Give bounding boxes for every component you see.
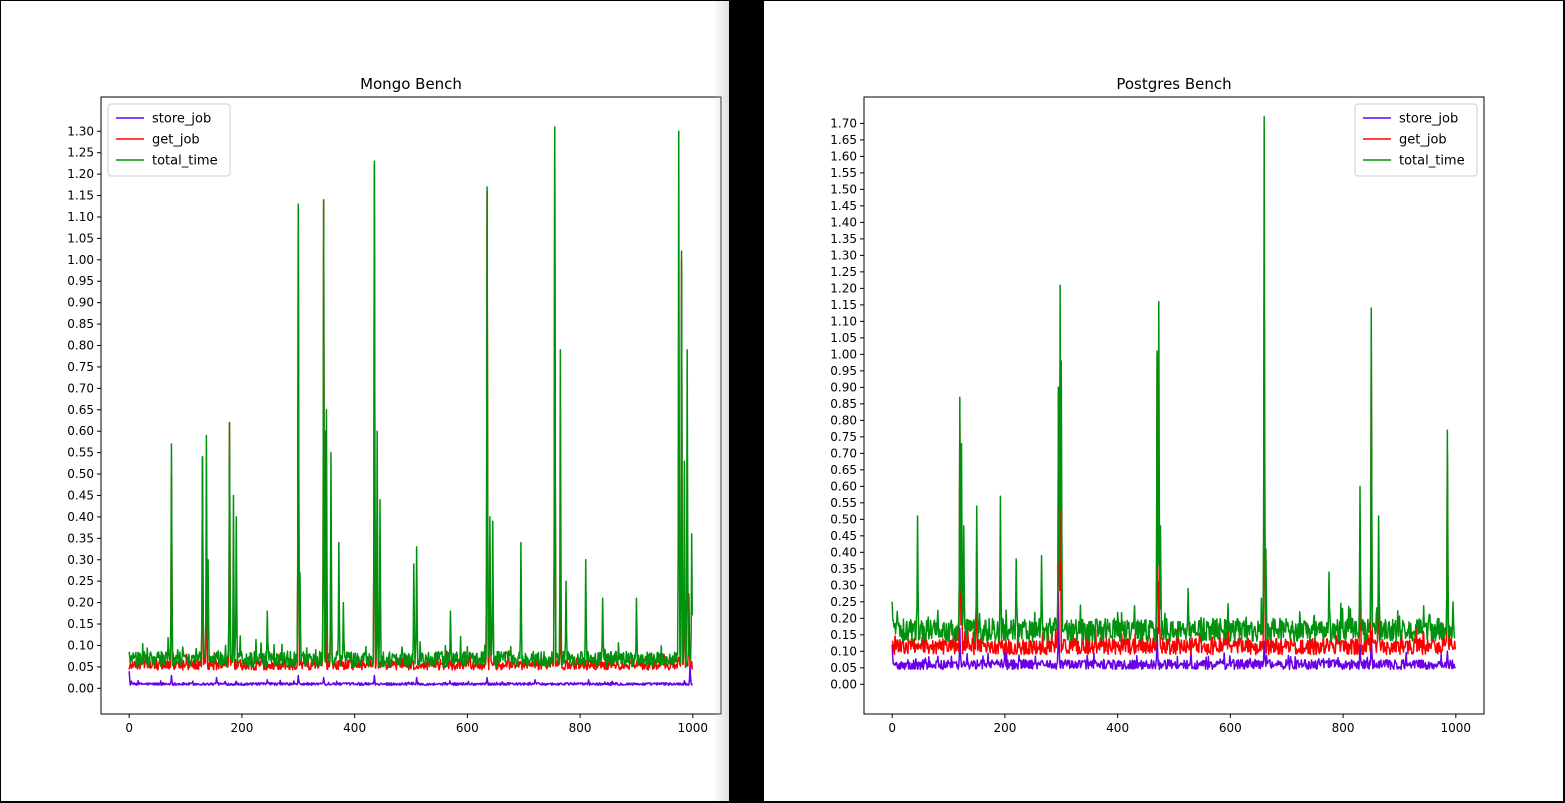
y-tick-label: 0.20 [67, 596, 94, 610]
series-line-get-job [128, 139, 693, 671]
y-tick-label: 1.55 [830, 166, 857, 180]
y-tick-label: 1.00 [67, 253, 94, 267]
plot-frame [100, 96, 722, 715]
legend: store_job get_job total_time [107, 103, 231, 177]
y-tick-label: 1.10 [67, 210, 94, 224]
series-line-total-time [891, 116, 1456, 643]
legend: store_job get_job total_time [1354, 103, 1478, 177]
y-tick-label: 0.00 [67, 681, 94, 695]
y-tick-label: 0.25 [830, 595, 857, 609]
y-tick-label: 1.10 [830, 314, 857, 328]
y-tick-label: 0.60 [830, 479, 857, 493]
y-tick-label: 0.65 [830, 463, 857, 477]
y-tick-label: 0.75 [67, 360, 94, 374]
legend-label: total_time [1399, 154, 1465, 169]
y-tick-label: 1.40 [830, 215, 857, 229]
legend-label: total_time [152, 154, 218, 169]
y-tick-label: 0.45 [830, 529, 857, 543]
x-tick-label: 200 [993, 721, 1016, 735]
y-tick-label: 1.05 [830, 331, 857, 345]
series-line-store-job [891, 591, 1456, 671]
y-tick-label: 1.60 [830, 149, 857, 163]
y-tick-label: 0.05 [830, 661, 857, 675]
y-tick-label: 1.50 [830, 182, 857, 196]
y-tick-label: 0.55 [830, 496, 857, 510]
x-tick-label: 400 [1106, 721, 1129, 735]
y-tick-label: 0.50 [830, 512, 857, 526]
legend-label: get_job [1399, 133, 1447, 148]
y-tick-label: 0.45 [67, 488, 94, 502]
x-tick-label: 800 [569, 721, 592, 735]
y-tick-label: 0.00 [830, 677, 857, 691]
y-tick-label: 0.80 [830, 413, 857, 427]
y-tick-label: 0.90 [67, 296, 94, 310]
y-tick-label: 1.20 [67, 167, 94, 181]
legend-label: store_job [152, 112, 211, 127]
x-tick-label: 0 [888, 721, 896, 735]
chart-title: Postgres Bench [1116, 75, 1231, 93]
mongo-bench-chart: Mongo Bench 0 200 400 600 800 1000 0.00 0.05 0.10… [67, 75, 722, 735]
legend-label: store_job [1399, 112, 1458, 127]
y-tick-label: 1.70 [830, 116, 857, 130]
plot-frame [863, 96, 1485, 715]
y-tick-label: 1.45 [830, 199, 857, 213]
y-tick-label: 0.60 [67, 424, 94, 438]
y-tick-label: 0.30 [830, 578, 857, 592]
y-tick-label: 0.90 [830, 380, 857, 394]
x-tick-label: 200 [230, 721, 253, 735]
x-tick-label: 800 [1332, 721, 1355, 735]
x-tick-label: 0 [125, 721, 133, 735]
y-tick-label: 1.35 [830, 232, 857, 246]
y-tick-label: 0.40 [830, 545, 857, 559]
y-tick-label: 0.95 [67, 274, 94, 288]
legend-box [1354, 103, 1478, 177]
y-tick-label: 0.95 [830, 364, 857, 378]
y-tick-label: 0.15 [67, 617, 94, 631]
y-tick-label: 1.30 [67, 124, 94, 138]
postgres-bench-chart: Postgres Bench 0 200 400 600 800 1000 0.00 0.05 0… [830, 75, 1485, 735]
y-tick-label: 1.05 [67, 231, 94, 245]
y-tick-label: 1.20 [830, 281, 857, 295]
y-tick-label: 0.40 [67, 510, 94, 524]
x-tick-label: 600 [456, 721, 479, 735]
legend-box [107, 103, 231, 177]
y-tick-label: 1.65 [830, 133, 857, 147]
y-tick-label: 0.10 [67, 638, 94, 652]
y-tick-label: 0.50 [67, 467, 94, 481]
y-tick-label: 0.20 [830, 611, 857, 625]
y-tick-label: 0.35 [67, 531, 94, 545]
series-line-store-job [128, 663, 693, 687]
y-tick-label: 1.30 [830, 248, 857, 262]
y-tick-label: 0.15 [830, 628, 857, 642]
x-tick-label: 400 [343, 721, 366, 735]
series-line-get-job [892, 287, 1456, 656]
y-tick-label: 0.80 [67, 339, 94, 353]
y-tick-label: 0.65 [67, 403, 94, 417]
x-tick-label: 1000 [678, 721, 709, 735]
y-tick-label: 0.85 [67, 317, 94, 331]
y-tick-label: 1.15 [830, 298, 857, 312]
legend-label: get_job [152, 133, 200, 148]
y-tick-label: 0.25 [67, 574, 94, 588]
y-tick-label: 0.35 [830, 562, 857, 576]
x-tick-label: 1000 [1441, 721, 1472, 735]
y-tick-label: 0.70 [830, 446, 857, 460]
y-tick-label: 0.75 [830, 430, 857, 444]
x-tick-label: 600 [1219, 721, 1242, 735]
y-tick-label: 1.25 [830, 265, 857, 279]
postgres-chart-panel: Postgres Bench 0 200 400 600 800 1000 0.00 0.05 0… [764, 1, 1563, 801]
mongo-chart-panel: Mongo Bench 0 200 400 600 800 1000 0.00 0.05 0.10… [1, 1, 729, 801]
y-tick-label: 1.15 [67, 189, 94, 203]
y-tick-label: 0.55 [67, 446, 94, 460]
y-tick-label: 0.85 [830, 397, 857, 411]
y-tick-label: 0.70 [67, 381, 94, 395]
y-tick-label: 1.00 [830, 347, 857, 361]
series-line-total-time [128, 126, 693, 668]
y-tick-label: 0.30 [67, 553, 94, 567]
y-tick-label: 0.05 [67, 660, 94, 674]
y-tick-label: 0.10 [830, 644, 857, 658]
y-tick-label: 1.25 [67, 146, 94, 160]
chart-title: Mongo Bench [360, 75, 462, 93]
